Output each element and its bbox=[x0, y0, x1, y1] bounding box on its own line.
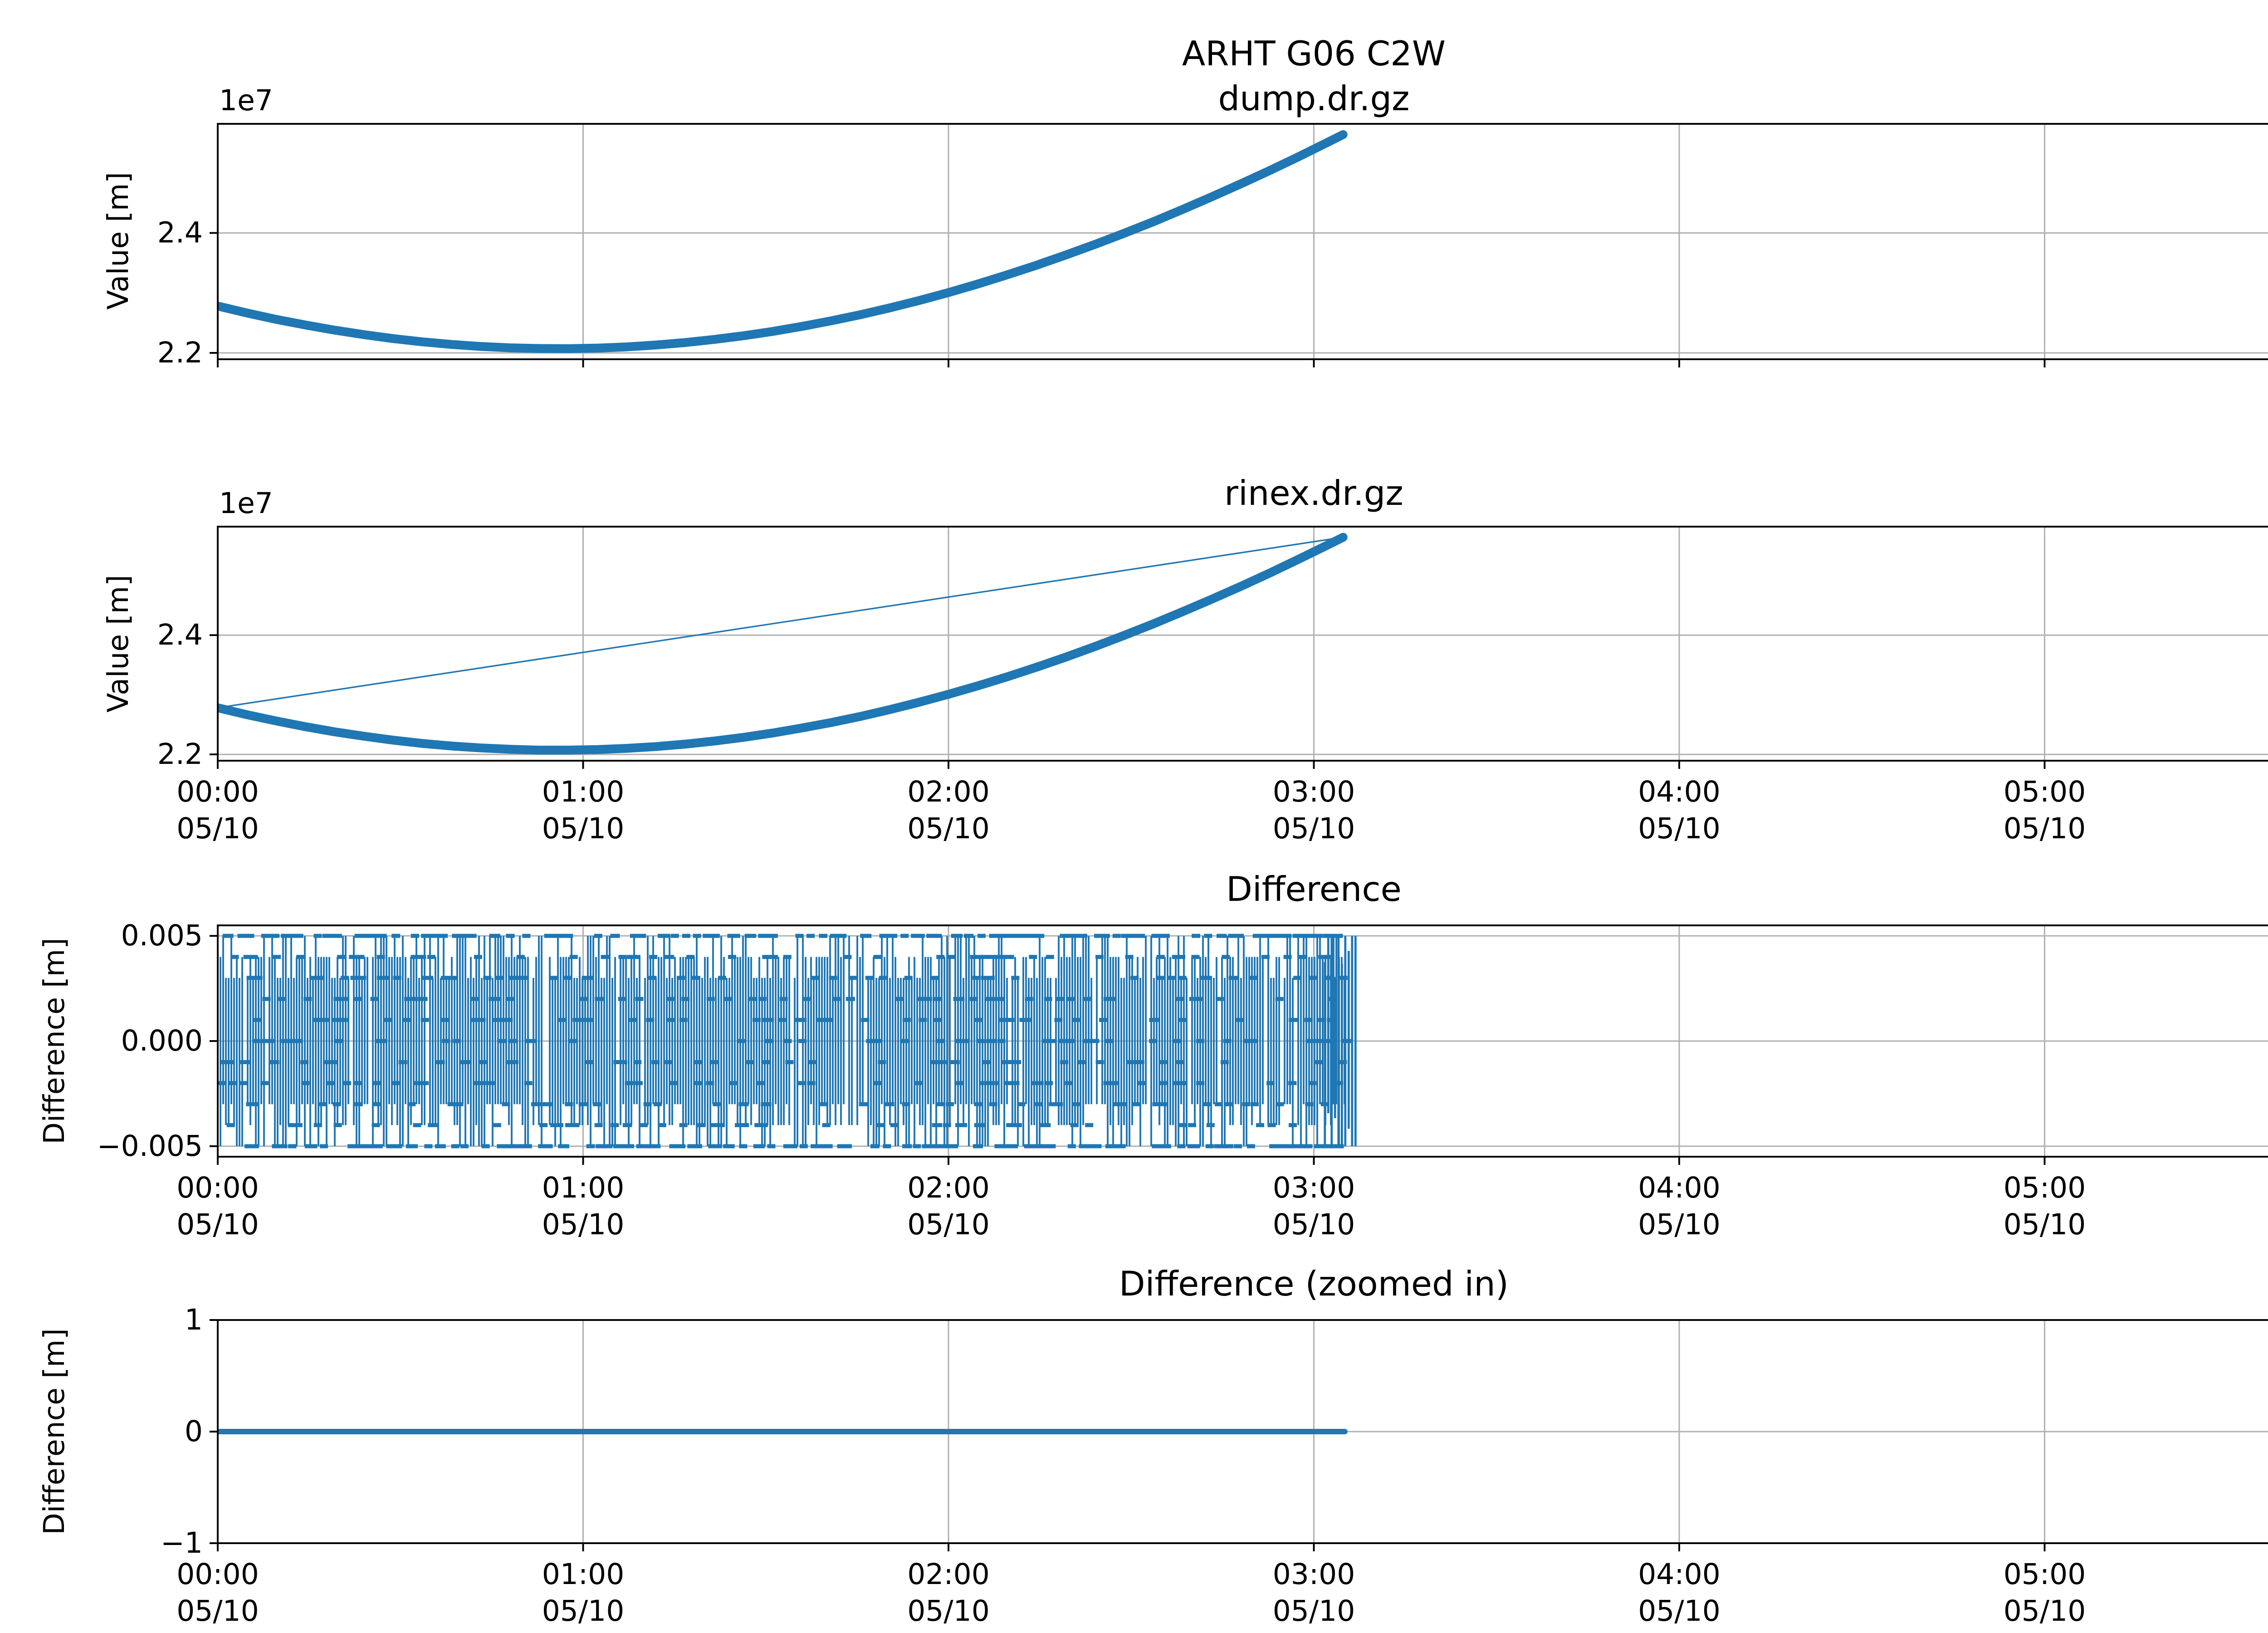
axes-1: 00:00 05/10 01:00 05/10 02:00 05/10 03:00 05/10… bbox=[157, 526, 2268, 845]
figure-suptitle: ARHT G06 C2W bbox=[1182, 34, 1446, 73]
x-tick-date-label: 05/10 bbox=[907, 1594, 990, 1628]
noise-tail bbox=[1324, 936, 1357, 1146]
x-tick-date-label: 05/10 bbox=[176, 812, 259, 845]
chart-title-difference: Difference bbox=[1226, 870, 1402, 909]
x-tick-time-label: 01:00 bbox=[542, 1558, 625, 1591]
x-tick-date-label: 05/10 bbox=[542, 1208, 625, 1241]
y-tick-label: 2.4 bbox=[157, 618, 203, 651]
x-tick-date-label: 05/10 bbox=[2004, 1594, 2086, 1628]
axes-0: 2.2 2.4 bbox=[157, 123, 2268, 369]
x-tick-time-label: 00:00 bbox=[176, 775, 259, 808]
x-tick-time-label: 00:00 bbox=[176, 1558, 259, 1591]
chart-title-difference-zoomed: Difference (zoomed in) bbox=[1119, 1264, 1509, 1304]
x-tick-date-label: 05/10 bbox=[176, 1208, 259, 1241]
axes-spines bbox=[217, 526, 2268, 762]
x-tick-date-label: 05/10 bbox=[2004, 1208, 2086, 1241]
x-tick-date-label: 05/10 bbox=[176, 1594, 259, 1628]
y-tick-label: 0 bbox=[185, 1415, 203, 1448]
x-tick-time-label: 02:00 bbox=[907, 1558, 990, 1591]
axes-3: 00:0005/1001:0005/1002:0005/1003:0005/10… bbox=[161, 1303, 2268, 1628]
y-axis-label-dump: Value [m] bbox=[102, 172, 135, 310]
x-tick-time-label: 03:00 bbox=[1273, 1171, 1355, 1204]
y-axis-label-difference-zoomed: Difference [m] bbox=[38, 1328, 71, 1535]
series-dump-range bbox=[218, 130, 1348, 353]
y-tick-label: 0.000 bbox=[121, 1024, 203, 1057]
x-tick-time-label: 03:00 bbox=[1273, 775, 1355, 808]
x-tick-time-label: 04:00 bbox=[1638, 775, 1721, 808]
x-tick-date-label: 05/10 bbox=[907, 1208, 990, 1241]
y-axis-label-difference: Difference [m] bbox=[38, 938, 71, 1144]
x-tick-date-label: 05/10 bbox=[2004, 812, 2086, 845]
x-tick-date-label: 05/10 bbox=[1638, 1208, 1721, 1241]
y-tick-label: 2.2 bbox=[157, 336, 203, 369]
axes-2: 00:00 05/10 01:00 05/10 02:00 05/10 03:00 05/10… bbox=[97, 919, 2268, 1241]
chart-title-dump: dump.dr.gz bbox=[1218, 79, 1410, 118]
series-rinex-range bbox=[218, 533, 1348, 755]
noise-level-dashes bbox=[218, 934, 1352, 1149]
x-tick-date-label: 05/10 bbox=[1273, 812, 1355, 845]
x-tick-date-label: 05/10 bbox=[1273, 1208, 1355, 1241]
y-tick-label: 2.4 bbox=[157, 216, 203, 249]
y-offset-label-dump: 1e7 bbox=[219, 84, 273, 117]
x-tick-time-label: 02:00 bbox=[907, 775, 990, 808]
y-tick-label: 2.2 bbox=[157, 738, 203, 771]
x-tick-time-label: 00:00 bbox=[176, 1171, 259, 1204]
x-tick-time-label: 02:00 bbox=[907, 1171, 990, 1204]
x-tick-time-label: 05:00 bbox=[2004, 1171, 2086, 1204]
x-tick-time-label: 05:00 bbox=[2004, 1558, 2086, 1591]
y-tick-label: 0.005 bbox=[121, 919, 203, 952]
x-tick-time-label: 01:00 bbox=[542, 775, 625, 808]
axes-spines bbox=[217, 123, 2268, 360]
x-tick-date-label: 05/10 bbox=[1638, 1594, 1721, 1628]
x-tick-time-label: 04:00 bbox=[1638, 1171, 1721, 1204]
x-tick-date-label: 05/10 bbox=[907, 812, 990, 845]
chart-title-rinex: rinex.dr.gz bbox=[1224, 474, 1403, 513]
x-tick-time-label: 05:00 bbox=[2004, 775, 2086, 808]
x-tick-time-label: 03:00 bbox=[1273, 1558, 1355, 1591]
y-tick-label: −0.005 bbox=[97, 1129, 203, 1163]
x-tick-date-label: 05/10 bbox=[542, 1594, 625, 1628]
x-tick-date-label: 05/10 bbox=[1273, 1594, 1355, 1628]
y-axis-label-rinex: Value [m] bbox=[102, 575, 135, 713]
y-tick-label: −1 bbox=[161, 1526, 203, 1560]
x-tick-time-label: 01:00 bbox=[542, 1171, 625, 1204]
x-tick-date-label: 05/10 bbox=[1638, 812, 1721, 845]
y-offset-label-rinex: 1e7 bbox=[219, 487, 273, 520]
x-tick-date-label: 05/10 bbox=[542, 812, 625, 845]
series-rinex-wrap-connector bbox=[218, 536, 1344, 709]
y-tick-label: 1 bbox=[185, 1303, 203, 1336]
x-tick-time-label: 04:00 bbox=[1638, 1558, 1721, 1591]
